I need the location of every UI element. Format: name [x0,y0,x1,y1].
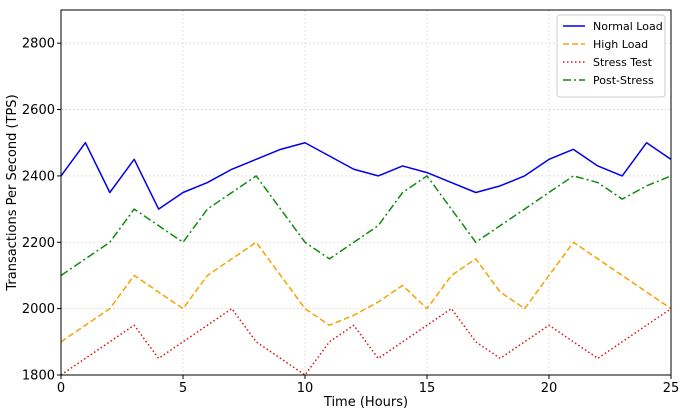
y-tick-label: 1800 [22,369,55,384]
series-line-normal-load [60,141,672,210]
y-tick-label: 2200 [22,236,55,251]
legend-label: Normal Load [593,20,663,33]
series-line-high-load [60,241,672,343]
x-tick-label: 5 [179,381,187,396]
x-tick-label: 10 [297,381,314,396]
axis-ticks: 0 5 10 15 20 25 1800 2000 2200 2400 2600 2800 [22,37,679,396]
series-lines [60,141,672,376]
legend-label: Post-Stress [593,74,654,87]
y-tick-label: 2600 [22,103,55,118]
y-axis-label: Transactions Per Second (TPS) [5,94,20,291]
y-tick-label: 2000 [22,302,55,317]
y-tick-label: 2800 [22,37,55,52]
x-tick-label: 15 [419,381,436,396]
legend-box [556,14,666,98]
series-line-stress-test [60,307,672,376]
x-tick-label: 20 [541,381,558,396]
legend: Normal Load High Load Stress Test Post-Stre… [556,14,666,98]
plot-frame [60,9,672,376]
legend-label: High Load [593,38,648,51]
x-tick-label: 0 [57,381,65,396]
series-line-post-stress [60,175,672,277]
legend-label: Stress Test [593,56,653,69]
x-tick-label: 25 [663,381,680,396]
x-axis-label: Time (Hours) [323,395,408,410]
y-tick-label: 2400 [22,169,55,184]
